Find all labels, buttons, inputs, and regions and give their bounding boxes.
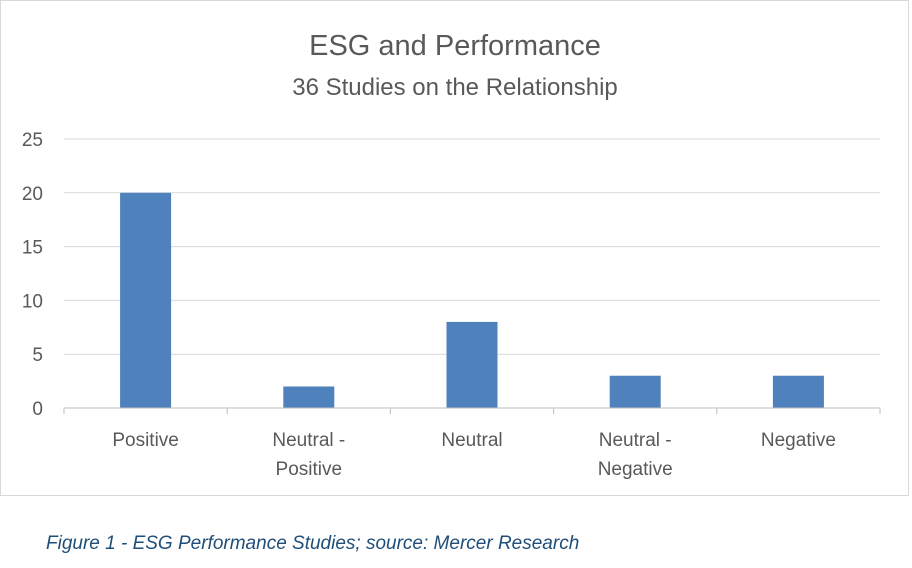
bars xyxy=(120,192,824,408)
y-tick-label: 25 xyxy=(22,130,43,151)
x-axis xyxy=(63,407,881,414)
bar xyxy=(609,375,661,408)
y-tick-label: 10 xyxy=(22,291,43,312)
y-tick-label: 0 xyxy=(32,399,43,420)
y-tick-label: 20 xyxy=(22,184,43,205)
chart-frame: ESG and Performance 36 Studies on the Re… xyxy=(0,0,909,496)
x-category-label: Negative xyxy=(761,430,836,451)
y-axis-ticks: 0 5 10 15 20 25 xyxy=(22,130,43,420)
bar xyxy=(446,321,498,408)
chart-subtitle: 36 Studies on the Relationship xyxy=(292,74,618,101)
gridlines xyxy=(64,138,880,355)
bar xyxy=(283,386,335,408)
x-category-label: Neutral -Negative xyxy=(598,430,673,480)
x-category-label: Neutral -Positive xyxy=(272,430,345,480)
x-category-label: Neutral xyxy=(441,430,502,451)
x-axis-labels: Positive Neutral -Positive Neutral Neutral … xyxy=(112,430,836,480)
figure-caption: Figure 1 - ESG Performance Studies; sour… xyxy=(46,533,580,554)
bar xyxy=(772,375,824,408)
x-category-label: Positive xyxy=(112,430,179,451)
bar xyxy=(120,192,172,408)
bar-chart: ESG and Performance 36 Studies on the Re… xyxy=(22,30,881,480)
chart-title: ESG and Performance xyxy=(309,30,601,62)
y-tick-label: 5 xyxy=(32,345,43,366)
y-tick-label: 15 xyxy=(22,238,43,259)
